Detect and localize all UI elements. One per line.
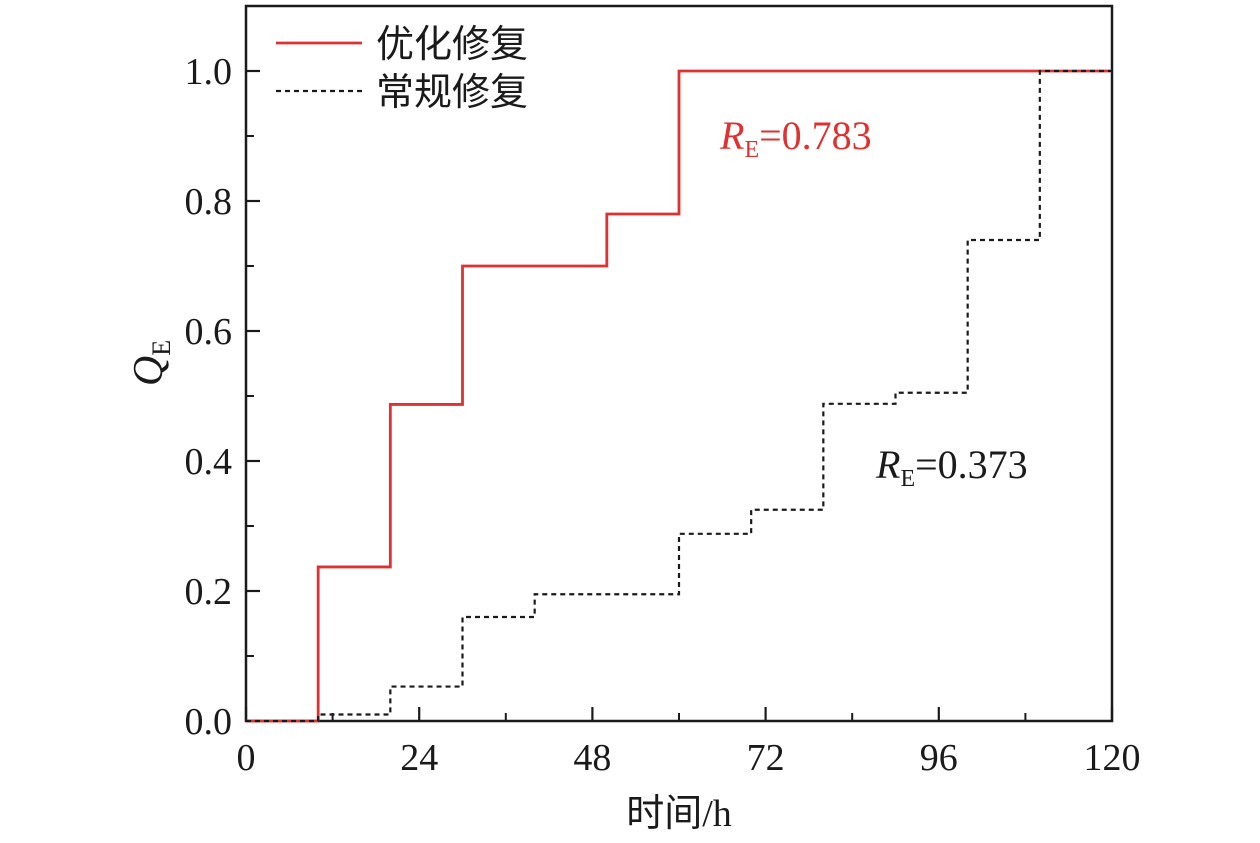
series-layer [246,69,1112,723]
legend-label-optimized: 优化修复 [376,24,528,66]
y-axis-title-main: Q [126,356,172,386]
legend-label-conventional: 常规修复 [376,72,528,114]
y-tick-label: 0.6 [185,311,233,353]
x-axis-title: 时间/h [626,793,732,835]
x-tick-label: 24 [400,737,438,779]
y-axis-title: QE [126,340,176,386]
series-line-conventional [246,69,1112,723]
svg-text:QE: QE [126,340,176,386]
series-line-optimized [246,69,1112,723]
y-axis-title-sub: E [147,340,176,356]
y-tick-label: 0.8 [185,181,233,223]
y-tick-label: 0.4 [185,441,233,483]
annotation-conventional: RE=0.373 [875,442,1028,492]
x-tick-label: 96 [920,737,958,779]
x-tick-label: 120 [1084,737,1141,779]
x-tick-label: 72 [747,737,785,779]
y-tick-label: 0.2 [185,571,233,613]
annotation-optimized: RE=0.783 [719,113,872,163]
y-tick-label: 1.0 [185,51,233,93]
x-tick-label: 48 [573,737,611,779]
axis-ticks: 0 24 48 72 96 120 0.0 0.2 0.4 0.6 0.8 1.0 [185,5,1141,779]
legend: 优化修复 常规修复 [276,24,528,114]
y-tick-label: 0.0 [185,701,233,743]
x-tick-label: 0 [237,737,256,779]
